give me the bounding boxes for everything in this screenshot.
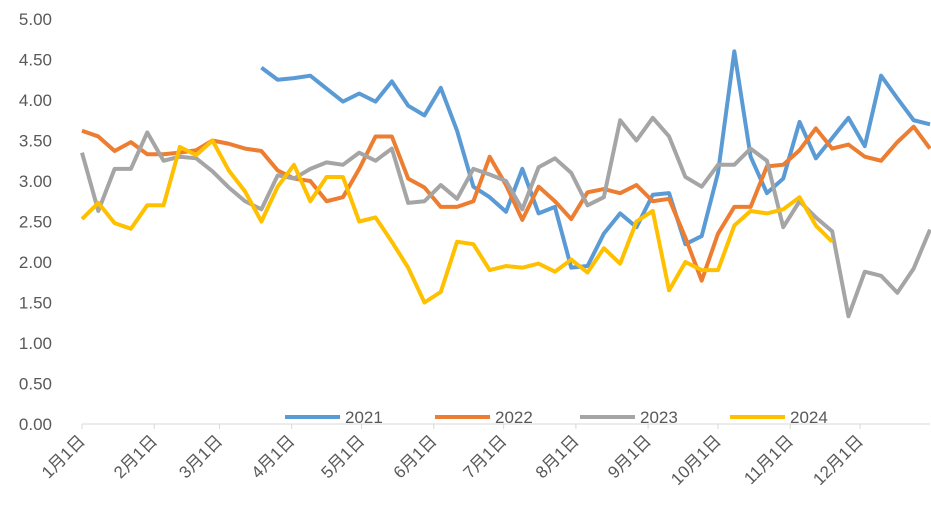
- x-tick-label: 8月1日: [532, 431, 583, 482]
- series-line: [80, 115, 931, 319]
- y-tick-label: 2.00: [19, 253, 52, 272]
- legend-label: 2022: [495, 408, 533, 427]
- y-tick-label: 0.00: [19, 415, 52, 434]
- x-tick-label: 5月1日: [318, 431, 369, 482]
- legend-label: 2023: [640, 408, 678, 427]
- legend-label: 2021: [345, 408, 383, 427]
- x-tick-label: 3月1日: [175, 431, 226, 482]
- x-tick-label: 6月1日: [390, 431, 441, 482]
- y-tick-label: 3.00: [19, 172, 52, 191]
- x-tick-label: 11月1日: [740, 431, 797, 488]
- y-tick-label: 2.50: [19, 213, 52, 232]
- series-line: [260, 49, 931, 270]
- x-tick-label: 4月1日: [248, 431, 299, 482]
- x-tick-label: 2月1日: [110, 431, 161, 482]
- series-line: [80, 138, 834, 305]
- y-tick-label: 5.00: [19, 10, 52, 29]
- y-tick-label: 0.50: [19, 375, 52, 394]
- y-tick-label: 1.00: [19, 334, 52, 353]
- x-tick-label: 7月1日: [460, 431, 511, 482]
- x-tick-label: 1月1日: [38, 431, 89, 482]
- x-tick-label: 12月1日: [809, 431, 867, 489]
- y-tick-label: 4.00: [19, 91, 52, 110]
- legend-label: 2024: [790, 408, 828, 427]
- y-tick-label: 1.50: [19, 294, 52, 313]
- x-tick-label: 10月1日: [667, 431, 725, 489]
- x-tick-label: 9月1日: [604, 431, 655, 482]
- y-tick-label: 4.50: [19, 51, 52, 70]
- y-tick-label: 3.50: [19, 132, 52, 151]
- series-line: [81, 124, 931, 283]
